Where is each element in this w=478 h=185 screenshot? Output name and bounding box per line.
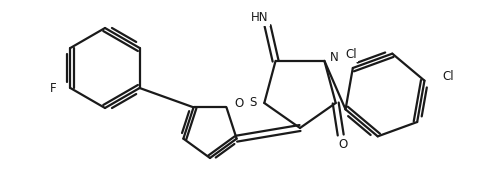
Text: S: S (249, 97, 256, 110)
Text: O: O (234, 97, 244, 110)
Text: Cl: Cl (345, 48, 357, 60)
Text: Cl: Cl (443, 70, 454, 83)
Text: O: O (338, 139, 348, 152)
Text: HN: HN (251, 11, 268, 24)
Text: N: N (329, 51, 338, 64)
Text: F: F (50, 82, 56, 95)
